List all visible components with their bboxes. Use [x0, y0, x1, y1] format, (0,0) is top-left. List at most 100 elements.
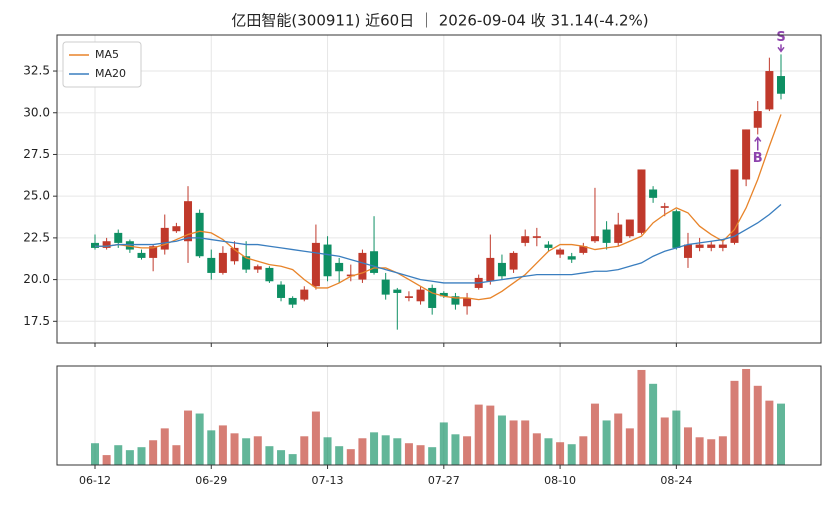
- candle-body: [149, 246, 158, 258]
- volume-bar: [590, 403, 599, 465]
- candle-body: [230, 247, 239, 262]
- volume-frame: [56, 365, 822, 466]
- volume-bar: [404, 443, 413, 465]
- volume-bar: [625, 428, 634, 465]
- volume-bar: [91, 443, 99, 465]
- volume-bar: [672, 410, 681, 465]
- volume-bar: [649, 383, 658, 465]
- chart-title: 亿田智能(300911) 近60日 ｜ 2026-09-04 收 31.14(-…: [231, 12, 648, 30]
- volume-bar: [416, 445, 425, 465]
- volume-bar: [556, 442, 565, 465]
- candle-body: [370, 251, 379, 273]
- candle-body: [777, 76, 785, 94]
- volume-bar: [497, 415, 506, 465]
- candle-body: [707, 244, 716, 248]
- volume-bar: [265, 446, 274, 465]
- volume-bar: [381, 435, 390, 465]
- candle-body: [114, 232, 123, 243]
- candle-body: [590, 236, 599, 242]
- volume-bar: [521, 420, 530, 465]
- candle-body: [497, 262, 506, 277]
- volume-bar: [567, 444, 576, 465]
- candle-body: [742, 129, 751, 180]
- candle-body: [91, 242, 99, 248]
- candle-body: [265, 267, 274, 282]
- volume-bar: [323, 437, 332, 465]
- x-tick-label: 08-24: [660, 474, 692, 487]
- volume-bar: [335, 446, 344, 465]
- candle-body: [486, 257, 495, 282]
- volume-bar: [695, 437, 704, 465]
- candle-body: [416, 289, 425, 302]
- candle-body: [544, 244, 553, 248]
- volume-bar: [288, 454, 297, 465]
- candle-body: [683, 244, 692, 258]
- candle-body: [765, 71, 774, 110]
- volume-bar: [125, 450, 134, 465]
- candle-body: [137, 252, 146, 258]
- candle-body: [323, 244, 332, 277]
- volume-bar: [253, 436, 262, 465]
- candle-body: [532, 236, 541, 238]
- legend-box: [62, 41, 142, 88]
- candle-body: [102, 241, 111, 248]
- volume-bar: [602, 420, 611, 465]
- volume-bar: [358, 438, 367, 465]
- candle-body: [509, 252, 518, 270]
- candle-body: [579, 246, 588, 253]
- volume-bar: [102, 455, 111, 465]
- candle-body: [288, 297, 297, 305]
- candle-body: [346, 274, 355, 277]
- volume-bar: [242, 438, 251, 465]
- candle-body: [160, 227, 169, 250]
- candle-body: [300, 289, 309, 300]
- annotation-arrow: [777, 44, 785, 53]
- volume-bar: [509, 420, 518, 465]
- y-tick-label: 27.5: [23, 147, 50, 161]
- volume-bar: [300, 436, 309, 465]
- volume-bar: [137, 447, 146, 465]
- y-tick-label: 30.0: [23, 105, 50, 119]
- ma-line: [95, 114, 782, 301]
- candle-body: [637, 169, 646, 233]
- candle-body: [753, 111, 762, 128]
- volume-bar: [114, 445, 123, 465]
- volume-bar: [370, 432, 379, 465]
- volume-bar: [707, 439, 716, 465]
- x-tick-label: 07-27: [428, 474, 460, 487]
- candle-body: [602, 229, 611, 243]
- volume-bar: [777, 403, 785, 465]
- candle-body: [649, 189, 658, 198]
- candle-body: [253, 266, 262, 270]
- volume-bar: [160, 428, 169, 465]
- volume-bar: [149, 440, 158, 465]
- candle-body: [218, 252, 227, 273]
- volume-bar: [277, 450, 286, 465]
- candle-body: [311, 242, 320, 287]
- volume-bar: [730, 380, 739, 465]
- candle-body: [451, 296, 460, 305]
- volume-bar: [637, 369, 646, 465]
- x-tick-label: 07-13: [312, 474, 344, 487]
- candle-body: [404, 296, 413, 298]
- volume-bar: [463, 436, 472, 465]
- candle-body: [567, 256, 576, 260]
- candle-body: [439, 292, 448, 297]
- x-tick-label: 06-29: [195, 474, 227, 487]
- candle-body: [335, 262, 344, 272]
- y-tick-label: 22.5: [23, 230, 50, 244]
- candle-body: [195, 212, 204, 257]
- volume-bar: [184, 410, 193, 465]
- volume-bar: [544, 438, 553, 465]
- annotation-label: S: [776, 30, 785, 45]
- volume-bar: [532, 433, 541, 465]
- candle-body: [428, 287, 437, 308]
- volume-bar: [486, 405, 495, 465]
- volume-bar: [218, 425, 227, 465]
- volume-bar: [451, 434, 460, 465]
- candle-body: [277, 284, 286, 298]
- candle-body: [393, 289, 402, 293]
- candle-body: [463, 297, 472, 307]
- y-tick-label: 20.0: [23, 272, 50, 286]
